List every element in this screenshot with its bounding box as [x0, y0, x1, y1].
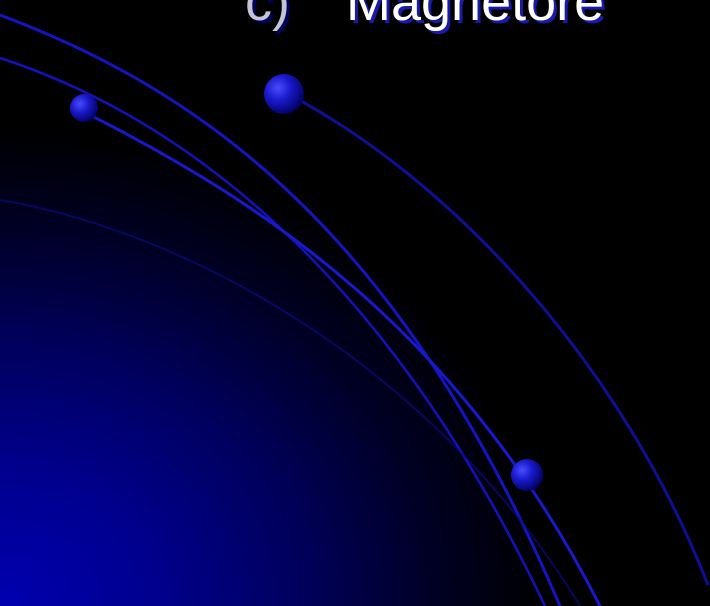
orb-bottom: [511, 459, 543, 491]
arc-lower: [79, 108, 602, 606]
orb-large: [264, 74, 304, 114]
arc-outer: [289, 93, 710, 586]
arc-faint: [0, 199, 581, 606]
arc-upper: [0, 13, 562, 606]
title-text: Magnetore: [345, 0, 605, 32]
title-number: c): [245, 0, 290, 32]
arc-second: [0, 56, 547, 606]
slide-title: c) Magnetore: [245, 0, 604, 32]
orb-small: [70, 94, 98, 122]
